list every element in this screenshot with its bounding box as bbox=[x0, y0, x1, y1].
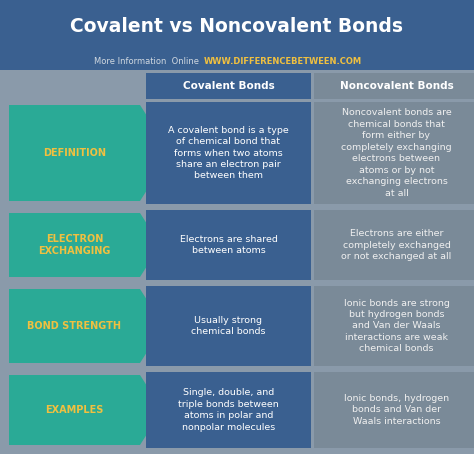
Text: BOND STRENGTH: BOND STRENGTH bbox=[27, 321, 121, 331]
Text: Ionic bonds, hydrogen
bonds and Van der
Waals interactions: Ionic bonds, hydrogen bonds and Van der … bbox=[344, 394, 449, 426]
FancyBboxPatch shape bbox=[0, 99, 474, 207]
Polygon shape bbox=[9, 375, 163, 445]
Text: DEFINITION: DEFINITION bbox=[43, 148, 106, 158]
Text: Electrons are shared
between atoms: Electrons are shared between atoms bbox=[180, 235, 277, 255]
Text: Noncovalent bonds are
chemical bonds that
form either by
completely exchanging
e: Noncovalent bonds are chemical bonds tha… bbox=[341, 109, 452, 197]
Text: A covalent bond is a type
of chemical bond that
forms when two atoms
share an el: A covalent bond is a type of chemical bo… bbox=[168, 126, 289, 180]
Text: ELECTRON
EXCHANGING: ELECTRON EXCHANGING bbox=[38, 234, 111, 256]
Text: WWW.DIFFERENCEBETWEEN.COM: WWW.DIFFERENCEBETWEEN.COM bbox=[204, 56, 362, 65]
FancyBboxPatch shape bbox=[314, 210, 474, 280]
Text: Covalent Bonds: Covalent Bonds bbox=[182, 81, 274, 91]
FancyBboxPatch shape bbox=[146, 286, 311, 366]
FancyBboxPatch shape bbox=[146, 102, 311, 204]
Polygon shape bbox=[9, 289, 164, 363]
Text: Usually strong
chemical bonds: Usually strong chemical bonds bbox=[191, 316, 266, 336]
Text: Single, double, and
triple bonds between
atoms in polar and
nonpolar molecules: Single, double, and triple bonds between… bbox=[178, 388, 279, 432]
Polygon shape bbox=[9, 105, 171, 201]
FancyBboxPatch shape bbox=[0, 283, 474, 369]
Polygon shape bbox=[9, 213, 161, 277]
FancyBboxPatch shape bbox=[0, 207, 474, 283]
Text: Electrons are either
completely exchanged
or not exchanged at all: Electrons are either completely exchange… bbox=[341, 229, 452, 261]
Text: More Information  Online: More Information Online bbox=[94, 56, 199, 65]
Text: EXAMPLES: EXAMPLES bbox=[46, 405, 104, 415]
FancyBboxPatch shape bbox=[0, 369, 474, 451]
FancyBboxPatch shape bbox=[314, 102, 474, 204]
FancyBboxPatch shape bbox=[0, 70, 474, 99]
Text: Covalent vs Noncovalent Bonds: Covalent vs Noncovalent Bonds bbox=[71, 16, 403, 35]
Text: Noncovalent Bonds: Noncovalent Bonds bbox=[340, 81, 453, 91]
FancyBboxPatch shape bbox=[146, 210, 311, 280]
FancyBboxPatch shape bbox=[314, 73, 474, 99]
FancyBboxPatch shape bbox=[146, 372, 311, 448]
FancyBboxPatch shape bbox=[0, 0, 474, 70]
FancyBboxPatch shape bbox=[314, 286, 474, 366]
Text: Ionic bonds are strong
but hydrogen bonds
and Van der Waals
interactions are wea: Ionic bonds are strong but hydrogen bond… bbox=[344, 299, 449, 353]
FancyBboxPatch shape bbox=[146, 73, 311, 99]
FancyBboxPatch shape bbox=[314, 372, 474, 448]
